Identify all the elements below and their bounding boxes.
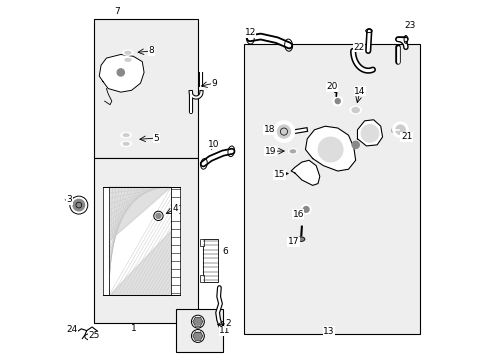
Text: 10: 10 (207, 140, 219, 149)
Text: 4: 4 (172, 204, 178, 213)
Circle shape (360, 125, 378, 142)
Polygon shape (290, 160, 319, 185)
Polygon shape (109, 187, 171, 241)
Circle shape (273, 121, 294, 142)
Ellipse shape (290, 150, 295, 153)
Bar (203, 239, 218, 282)
Text: 14: 14 (354, 87, 365, 96)
Bar (171, 187, 180, 295)
Text: 25: 25 (88, 332, 100, 341)
Circle shape (395, 125, 405, 134)
Circle shape (335, 99, 340, 104)
Text: 2: 2 (225, 319, 231, 328)
Text: 3: 3 (66, 195, 72, 204)
Text: 23: 23 (404, 21, 415, 30)
Circle shape (317, 137, 343, 162)
Polygon shape (357, 120, 382, 146)
Ellipse shape (121, 141, 131, 147)
Text: 20: 20 (326, 82, 337, 91)
Circle shape (156, 213, 161, 219)
Circle shape (114, 66, 127, 79)
Text: 16: 16 (292, 210, 304, 219)
Ellipse shape (122, 50, 133, 55)
Bar (200, 275, 203, 282)
Circle shape (194, 318, 201, 325)
Ellipse shape (122, 134, 129, 137)
Text: 5: 5 (153, 134, 159, 143)
Bar (244, 44, 419, 334)
Polygon shape (99, 54, 144, 92)
Text: 12: 12 (244, 28, 255, 37)
Circle shape (277, 125, 290, 138)
Text: 22: 22 (353, 43, 364, 52)
Circle shape (303, 207, 308, 212)
Bar (109, 187, 171, 295)
Ellipse shape (288, 149, 297, 154)
Polygon shape (305, 126, 355, 171)
Bar (94, 158, 198, 323)
Circle shape (194, 332, 201, 339)
Text: 19: 19 (264, 147, 276, 156)
Ellipse shape (122, 57, 133, 63)
Circle shape (392, 122, 407, 138)
Text: 13: 13 (323, 327, 334, 336)
Text: 9: 9 (211, 79, 217, 88)
Text: 15: 15 (273, 170, 285, 179)
Text: 6: 6 (222, 247, 227, 256)
Circle shape (301, 204, 310, 215)
Ellipse shape (349, 106, 361, 114)
Text: 18: 18 (264, 125, 275, 134)
Text: 21: 21 (400, 132, 411, 141)
Circle shape (351, 141, 359, 148)
Text: 7: 7 (114, 7, 120, 16)
Polygon shape (109, 230, 171, 295)
Text: 24: 24 (66, 325, 78, 334)
Text: 1: 1 (130, 324, 136, 333)
Text: 8: 8 (148, 46, 154, 55)
Ellipse shape (124, 58, 131, 62)
Circle shape (117, 69, 124, 76)
Ellipse shape (351, 108, 359, 113)
Ellipse shape (124, 51, 131, 54)
Circle shape (73, 199, 84, 211)
Ellipse shape (122, 142, 129, 145)
Circle shape (332, 96, 342, 106)
Ellipse shape (297, 237, 304, 241)
Text: 11: 11 (219, 326, 230, 335)
Bar (102, 187, 109, 295)
Text: 17: 17 (287, 237, 299, 246)
Bar (94, 19, 198, 158)
Bar (176, 309, 223, 352)
Bar (200, 239, 203, 246)
Ellipse shape (121, 132, 131, 138)
